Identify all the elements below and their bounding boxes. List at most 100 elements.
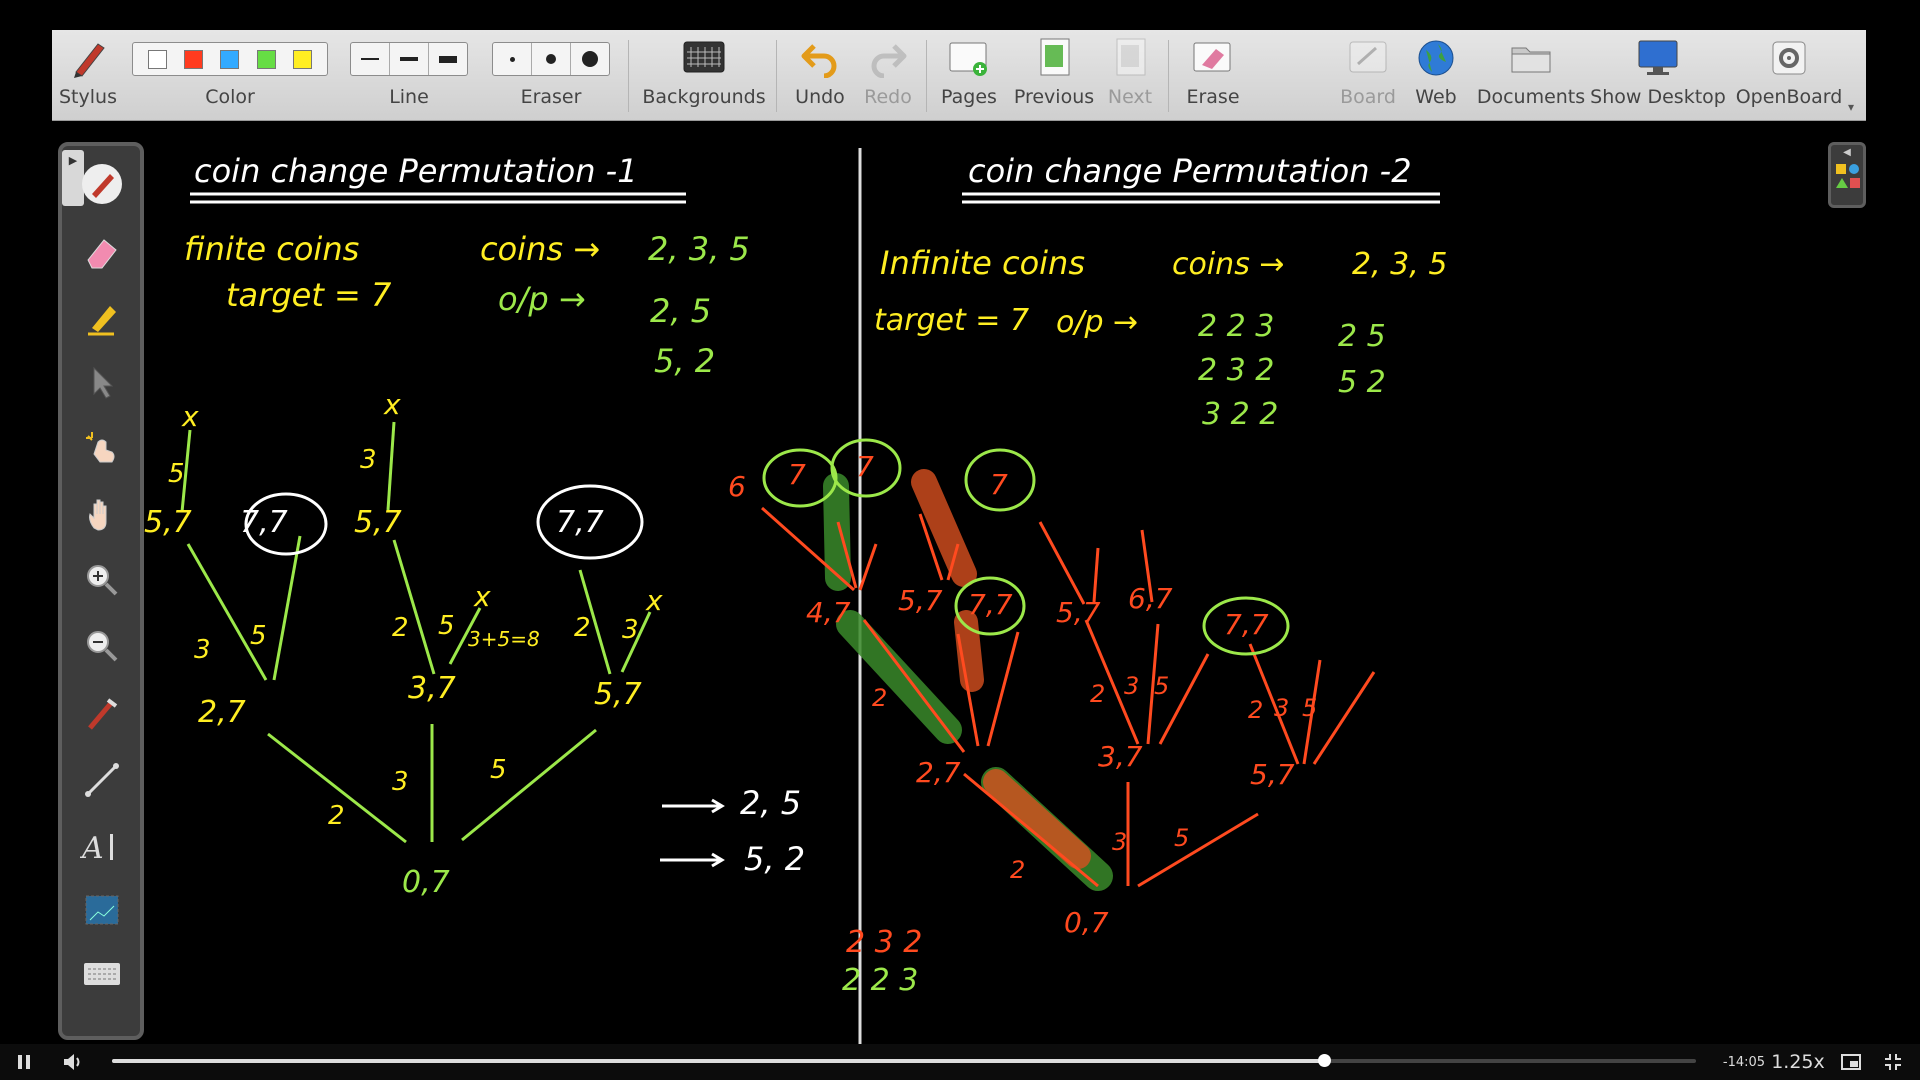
hand-icon <box>89 499 107 531</box>
color-label: Color <box>205 86 255 108</box>
show-desktop-label: Show Desktop <box>1590 86 1726 108</box>
right-edge-label-3: 3 <box>1112 828 1127 856</box>
stylus-button[interactable]: Stylus <box>58 34 118 118</box>
progress-handle[interactable] <box>1317 1054 1331 1067</box>
right-node-7-7-q: 7,7 <box>1224 608 1269 641</box>
openboard-button[interactable]: OpenBoard <box>1734 34 1844 118</box>
playback-speed-button[interactable]: 1.25x <box>1771 1051 1825 1073</box>
eraser-large-option[interactable] <box>571 43 609 75</box>
capture-tool[interactable] <box>80 692 124 736</box>
next-button[interactable]: Next <box>1102 34 1158 118</box>
color-white-swatch[interactable] <box>147 49 167 69</box>
undo-button[interactable]: Undo <box>790 34 850 118</box>
erase-button[interactable]: Erase <box>1180 34 1246 118</box>
pen-tool[interactable] <box>80 162 124 206</box>
right-node-6-7-p: 6,7 <box>1128 582 1173 615</box>
next-page-icon <box>1106 34 1154 82</box>
right-op-text: o/p → <box>1056 305 1138 340</box>
right-circle-7-c <box>964 448 1036 512</box>
monitor-icon <box>1634 34 1682 82</box>
left-arrow-result-1: 2, 5 <box>740 784 801 822</box>
eraser-medium-option[interactable] <box>532 43 571 75</box>
library-panel-handle[interactable]: ◀ <box>1828 142 1866 208</box>
left-node-7-7-b: 7,7 <box>556 505 604 540</box>
right-edge-label-5: 5 <box>1174 824 1189 852</box>
zoom-out-tool[interactable] <box>80 624 124 668</box>
left-cross-2: x <box>383 388 401 421</box>
backgrounds-label: Backgrounds <box>642 86 766 108</box>
left-edge-label-a5: 5 <box>250 621 267 651</box>
left-edge-label-t3: 3 <box>360 445 377 475</box>
line-tool[interactable] <box>80 758 124 802</box>
right-tree-edges <box>761 506 1376 888</box>
line-thin-option[interactable] <box>351 43 390 75</box>
line-medium-option[interactable] <box>390 43 429 75</box>
right-node-3-7: 3,7 <box>1098 740 1143 773</box>
eraser-small-option[interactable] <box>493 43 532 75</box>
previous-button[interactable]: Previous <box>1012 34 1096 118</box>
right-node-4-7: 4,7 <box>806 596 851 629</box>
pages-button[interactable]: Pages <box>936 34 1002 118</box>
volume-button[interactable] <box>60 1048 86 1076</box>
palette-collapse-handle[interactable]: ▶ <box>62 150 84 206</box>
svg-text:A: A <box>80 831 104 866</box>
screenshot-tool[interactable] <box>80 888 124 932</box>
highlighter-tool[interactable] <box>80 296 124 340</box>
board-label: Board <box>1340 86 1396 108</box>
left-tree-edges <box>180 421 652 844</box>
keyboard-tool[interactable] <box>80 952 124 996</box>
backgrounds-button[interactable]: Backgrounds <box>642 34 766 118</box>
picture-in-picture-button[interactable] <box>1838 1048 1864 1076</box>
line-thick-option[interactable] <box>429 43 467 75</box>
color-green-swatch[interactable] <box>256 49 276 69</box>
right-edge-label-g2: 2 <box>1090 680 1105 708</box>
collapse-arrow-icon: ▶ <box>68 154 78 167</box>
left-edge-label-2: 2 <box>328 801 345 831</box>
screenshot-icon <box>85 895 119 925</box>
left-edge-label-t5: 5 <box>168 459 185 489</box>
color-blue-swatch[interactable] <box>220 49 240 69</box>
redo-button[interactable]: Redo <box>858 34 918 118</box>
right-edge-label-f2: 2 <box>872 684 887 712</box>
color-yellow-swatch[interactable] <box>293 49 313 69</box>
exit-fullscreen-button[interactable] <box>1880 1048 1906 1076</box>
board-button[interactable]: Board <box>1338 34 1398 118</box>
show-desktop-button[interactable]: Show Desktop <box>1590 34 1726 118</box>
hand-tool[interactable] <box>80 492 124 536</box>
picture-in-picture-icon <box>1841 1054 1861 1070</box>
whiteboard-canvas[interactable]: coin change Permutation -1 finite coins … <box>138 124 1778 1050</box>
documents-button[interactable]: Documents <box>1476 34 1586 118</box>
web-button[interactable]: Web <box>1408 34 1464 118</box>
backgrounds-grid-icon <box>680 34 728 82</box>
zoom-in-tool[interactable] <box>80 558 124 602</box>
select-tool[interactable] <box>80 360 124 404</box>
left-node-3-7: 3,7 <box>408 671 456 706</box>
right-edge-label-h3: 3 <box>1274 694 1289 722</box>
erase-board-icon <box>1189 34 1237 82</box>
pause-icon <box>18 1055 30 1069</box>
toolbar: Stylus Color Line Eraser Backgrounds Und… <box>52 30 1866 121</box>
laser-pointer-icon <box>86 432 115 463</box>
left-cross-3: x <box>473 580 491 613</box>
color-red-swatch[interactable] <box>184 49 204 69</box>
text-tool[interactable]: A <box>80 824 124 868</box>
eraser-label: Eraser <box>520 86 582 108</box>
redo-label: Redo <box>864 86 912 108</box>
right-output-4: 2 5 <box>1338 319 1386 354</box>
eraser-size-palette <box>492 42 610 76</box>
right-output-3: 3 2 2 <box>1202 397 1278 432</box>
pause-button[interactable] <box>12 1048 36 1076</box>
right-edge-label-g5: 5 <box>1154 672 1169 700</box>
right-coins-values: 2, 3, 5 <box>1352 247 1447 282</box>
right-circle-7-b <box>830 438 902 498</box>
board-icon <box>1344 34 1392 82</box>
overflow-arrow-icon[interactable]: ▾ <box>1848 100 1855 114</box>
right-node-7-7-m: 7,7 <box>968 588 1013 621</box>
left-edge-label-b2: 2 <box>392 613 409 643</box>
right-node-5-7: 5,7 <box>1250 758 1295 791</box>
laser-pointer-tool[interactable] <box>80 426 124 470</box>
progress-bar[interactable] <box>112 1054 1696 1067</box>
eraser-tool[interactable] <box>80 230 124 274</box>
right-title-block: coin change Permutation -2 <box>962 152 1440 204</box>
add-page-icon <box>945 34 993 82</box>
